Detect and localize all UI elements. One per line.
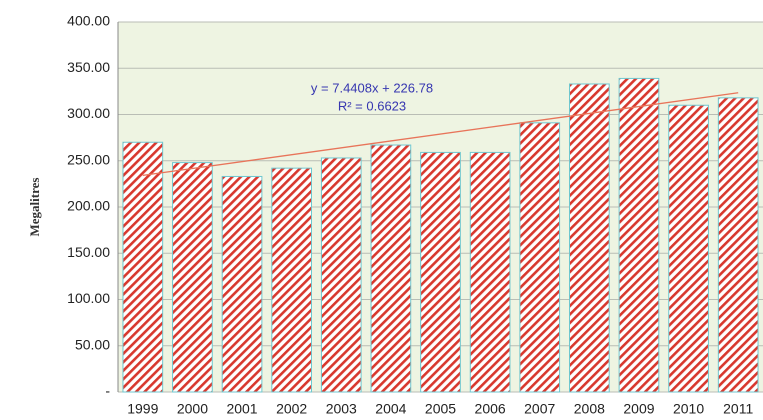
y-tick-label: 300.00	[67, 105, 110, 121]
bar	[122, 141, 164, 393]
x-tick-label: 2002	[276, 401, 307, 417]
x-tick-label: 2000	[177, 401, 208, 417]
y-tick-label: 50.00	[75, 336, 110, 352]
x-tick-label: 2004	[375, 401, 406, 417]
y-tick-label: 250.00	[67, 151, 110, 167]
y-tick-label: 400.00	[67, 13, 110, 29]
trendline-r2: R² = 0.6623	[338, 98, 406, 113]
bar	[618, 77, 660, 393]
bar	[569, 83, 610, 393]
x-tick-label: 2009	[623, 401, 654, 417]
trendline	[142, 92, 739, 176]
y-tick-label: -	[105, 383, 110, 399]
x-tick-label: 2011	[723, 401, 753, 417]
x-tick-label: 2007	[524, 401, 555, 417]
y-tick-label: 200.00	[67, 198, 110, 214]
x-tick-label: 2010	[673, 401, 704, 417]
bar	[172, 162, 213, 393]
y-tick-label: 100.00	[67, 290, 110, 306]
bar	[221, 175, 263, 393]
trendline-equation: y = 7.4408x + 226.78	[311, 80, 433, 95]
y-tick-label: 350.00	[67, 59, 110, 75]
bar	[420, 151, 461, 393]
bar	[717, 97, 759, 393]
x-tick-label: 2005	[425, 401, 456, 417]
bar	[469, 151, 511, 393]
y-tick-label: 150.00	[67, 244, 110, 260]
bar	[370, 144, 412, 393]
bar	[668, 104, 709, 393]
x-tick-label: 2001	[226, 401, 257, 417]
x-tick-label: 2003	[326, 401, 357, 417]
bar	[271, 167, 312, 393]
x-tick-label: 2008	[574, 401, 605, 417]
bar	[519, 122, 561, 393]
x-tick-label: 2006	[475, 401, 506, 417]
y-axis-label: Megalitres	[27, 178, 42, 237]
bar	[320, 157, 362, 393]
x-tick-label: 1999	[127, 401, 158, 417]
